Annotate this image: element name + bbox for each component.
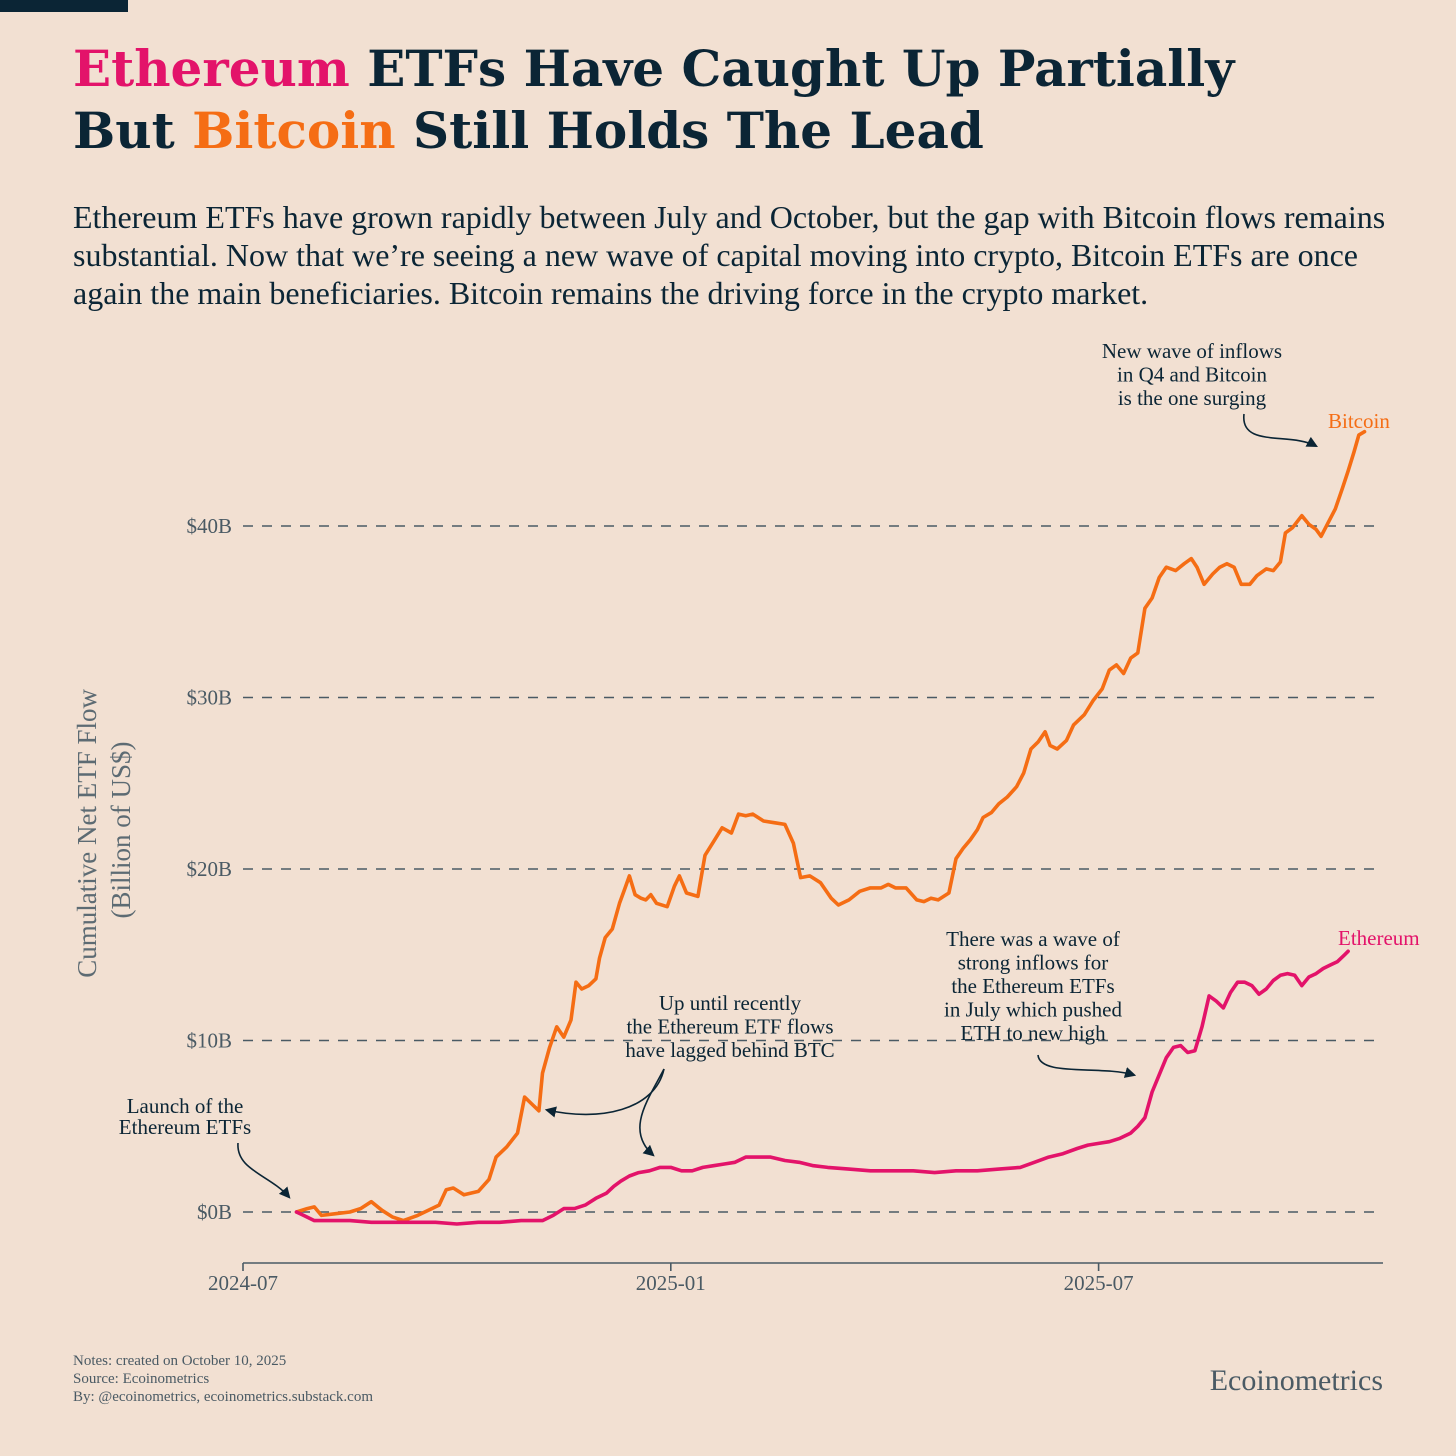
- y-tick-label: $20B: [186, 857, 232, 881]
- chart-title: Ethereum ETFs Have Caught Up Partially B…: [73, 38, 1393, 162]
- series: Bitcoin Ethereum: [294, 409, 1420, 1226]
- x-tick-label: 2025-07: [1064, 1271, 1134, 1295]
- notes-source: Source: Ecoinometrics: [73, 1371, 210, 1387]
- y-axis-title-line1: Cumulative Net ETF Flow: [72, 689, 102, 978]
- title-line2-rest: Still Holds The Lead: [395, 101, 984, 160]
- y-axis-title: Cumulative Net ETF Flow (Billion of US$): [72, 682, 136, 977]
- notes-created: Notes: created on October 10, 2025: [73, 1353, 287, 1369]
- arrow-lagged-btc: [544, 1068, 665, 1118]
- arrow-q4: [1243, 413, 1318, 448]
- y-axis-title-line2: (Billion of US$): [106, 741, 136, 918]
- title-line2-pre: But: [73, 101, 193, 160]
- y-tick-label: $30B: [186, 686, 232, 710]
- corner-accent-bar: [0, 0, 128, 12]
- series-label-ethereum: Ethereum: [1338, 926, 1420, 950]
- series-line-ethereum: [294, 949, 1350, 1226]
- title-ethereum: Ethereum: [73, 39, 350, 98]
- x-axis: 2024-07 2025-01 2025-07: [208, 1262, 1383, 1295]
- series-line-bitcoin: [294, 429, 1367, 1223]
- annotation-launch: Launch of the Ethereum ETFs: [119, 1094, 251, 1139]
- y-tick-label: $10B: [186, 1029, 232, 1053]
- title-bitcoin: Bitcoin: [192, 101, 396, 160]
- y-tick-label: $40B: [186, 514, 232, 538]
- footnotes: Notes: created on October 10, 2025 Sourc…: [73, 1352, 373, 1406]
- y-tick-label: $0B: [197, 1200, 232, 1224]
- brand-logo-text: Ecoinometrics: [1209, 1364, 1383, 1397]
- annotations: Launch of the Ethereum ETFs Up until recen…: [119, 339, 1318, 1199]
- title-line1-rest: ETFs Have Caught Up Partially: [349, 39, 1235, 98]
- annotation-q4: New wave of inflows in Q4 and Bitcoin is t…: [1102, 339, 1282, 410]
- annotation-lagged: Up until recently the Ethereum ETF flows h…: [625, 991, 834, 1062]
- chart-subtitle: Ethereum ETFs have grown rapidly between…: [73, 199, 1386, 311]
- x-tick-label: 2025-01: [636, 1271, 706, 1295]
- arrow-july: [1037, 1054, 1137, 1078]
- arrow-launch: [237, 1142, 291, 1199]
- gridlines: $0B $10B $20B $30B $40B: [186, 514, 1383, 1224]
- series-label-bitcoin: Bitcoin: [1328, 409, 1390, 433]
- notes-by: By: @ecoinometrics, ecoinometrics.substa…: [73, 1389, 373, 1405]
- annotation-july: There was a wave of strong inflows for the…: [944, 927, 1122, 1045]
- x-tick-label: 2024-07: [208, 1271, 278, 1295]
- arrow-lagged-eth: [639, 1068, 665, 1157]
